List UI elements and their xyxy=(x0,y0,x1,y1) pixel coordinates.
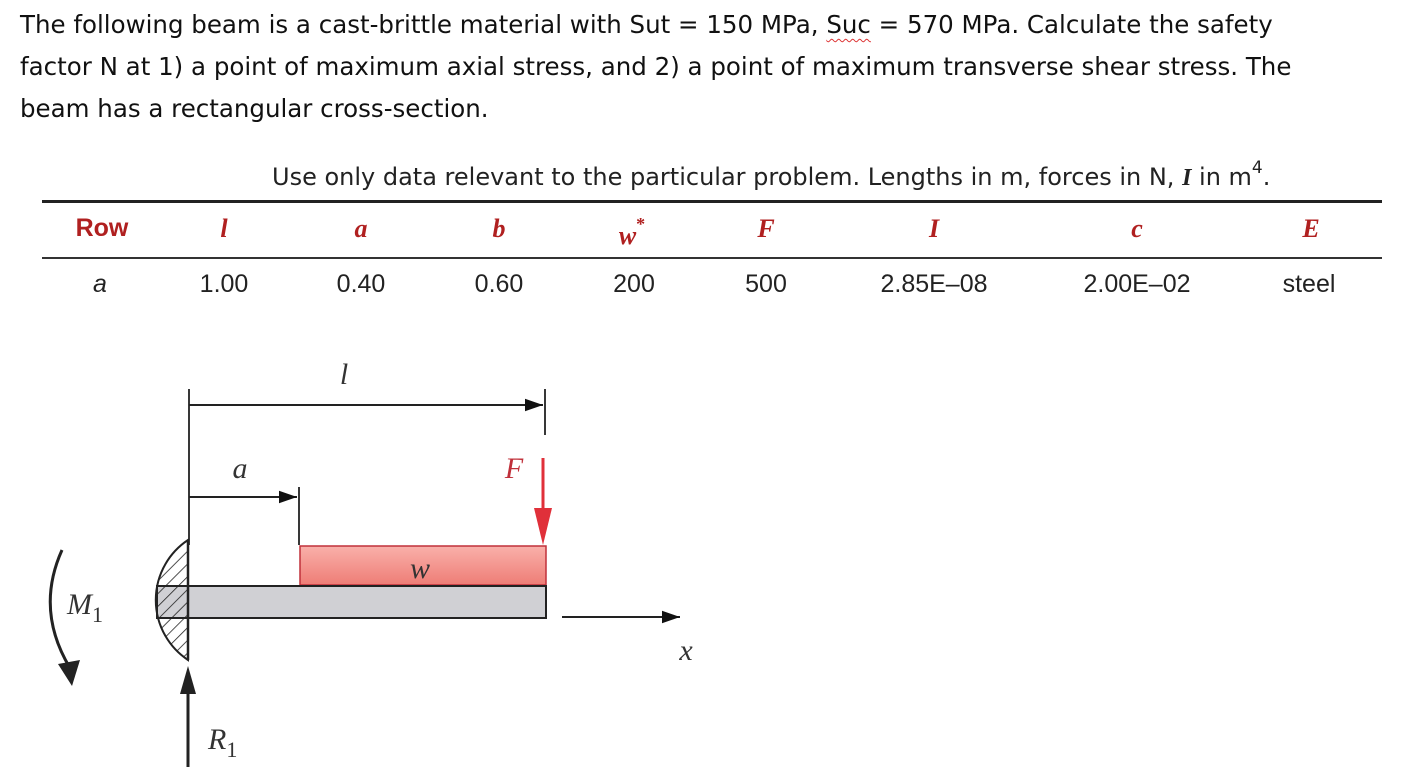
header-F: F xyxy=(757,214,775,243)
reaction-R1-arrowhead xyxy=(180,666,196,694)
table-note: Use only data relevant to the particular… xyxy=(272,158,1270,192)
distributed-load-w xyxy=(299,545,547,586)
cell-c: 2.00E–02 xyxy=(1083,270,1191,298)
problem-text: = 570 MPa. Calculate the safety xyxy=(870,10,1273,39)
problem-text: The following beam is a cast-brittle mat… xyxy=(20,10,827,39)
problem-line-1: The following beam is a cast-brittle mat… xyxy=(20,4,1390,46)
problem-statement: The following beam is a cast-brittle mat… xyxy=(20,4,1390,130)
label-l: l xyxy=(340,358,348,391)
problem-line-3: beam has a rectangular cross-section. xyxy=(20,94,489,123)
header-c: c xyxy=(1131,214,1143,243)
force-F-arrowhead xyxy=(534,508,552,545)
label-a: a xyxy=(233,452,248,485)
cell-F: 500 xyxy=(745,270,787,298)
header-a: a xyxy=(354,214,368,243)
label-M1: M1 xyxy=(66,588,103,627)
header-w: w* xyxy=(619,214,645,251)
header-I: I xyxy=(928,214,940,243)
header-row: Row xyxy=(75,214,129,242)
note-exponent: 4 xyxy=(1251,158,1263,178)
note-I: I xyxy=(1182,165,1192,191)
moment-M1-arc xyxy=(48,549,72,669)
table-top-rule xyxy=(42,200,1382,203)
problem-line-2: factor N at 1) a point of maximum axial … xyxy=(20,52,1292,81)
header-w-letter: w xyxy=(618,221,637,250)
header-l: l xyxy=(220,214,228,243)
label-w: w xyxy=(410,552,430,585)
table-header-rule xyxy=(42,257,1382,259)
label-F: F xyxy=(504,452,524,485)
label-R1: R1 xyxy=(207,723,237,762)
cell-row: a xyxy=(93,270,107,298)
label-M-sub: 1 xyxy=(92,602,103,627)
note-unit: in m xyxy=(1191,163,1252,191)
suc-term: Suc xyxy=(826,10,871,39)
label-R: R xyxy=(207,723,226,756)
fixed-support xyxy=(154,538,189,662)
header-E: E xyxy=(1302,214,1320,243)
cell-I: 2.85E–08 xyxy=(880,270,988,298)
label-M: M xyxy=(66,588,94,621)
beam xyxy=(156,585,547,619)
cell-a: 0.40 xyxy=(336,270,386,298)
cell-l: 1.00 xyxy=(199,270,249,298)
note-end: . xyxy=(1262,163,1271,191)
cell-b: 0.60 xyxy=(474,270,524,298)
cell-E: steel xyxy=(1282,270,1336,298)
label-R-sub: 1 xyxy=(226,737,237,762)
header-b: b xyxy=(492,214,506,243)
cell-w: 200 xyxy=(613,270,655,298)
label-x: x xyxy=(678,634,693,667)
note-text: Use only data relevant to the particular… xyxy=(272,163,1183,191)
moment-M1-arrowhead xyxy=(58,660,80,686)
header-w-star: * xyxy=(636,214,646,234)
